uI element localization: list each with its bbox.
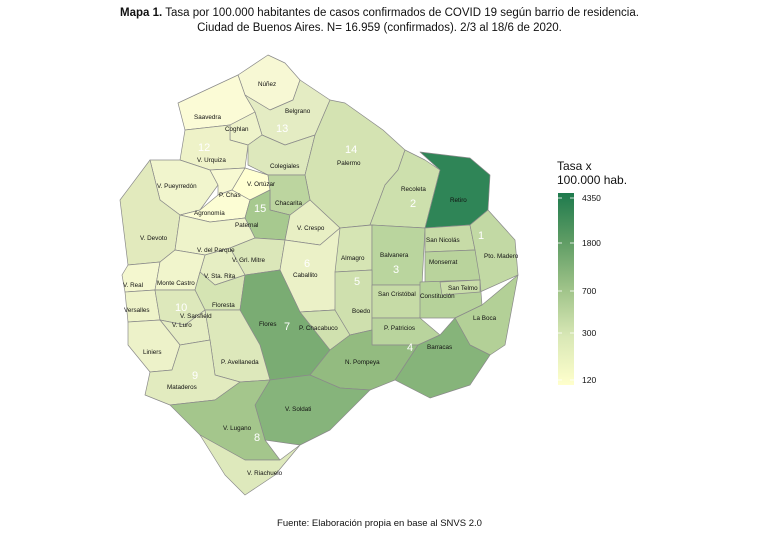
label-pto-madero: Pto. Madero <box>484 253 519 260</box>
map-title-line2: Ciudad de Buenos Aires. N= 16.959 (confi… <box>197 22 562 34</box>
map-title-bold: Mapa 1. <box>120 7 163 19</box>
label-v-devoto: V. Devoto <box>140 235 168 242</box>
label-coghlan: Coghlan <box>225 126 249 133</box>
area-barracas <box>394 317 491 399</box>
label-flores: Flores <box>259 321 277 328</box>
label-agronomia: Agronomía <box>194 210 225 217</box>
label-balvanera: Balvanera <box>380 252 409 259</box>
area-mataderos <box>144 339 241 406</box>
label-mataderos: Mataderos <box>167 384 197 391</box>
label-v-del-parque: V. del Parque <box>197 247 235 254</box>
label-monte-castro: Monte Castro <box>157 280 195 287</box>
label-v-real: V. Real <box>123 282 143 289</box>
label-caballito: Caballito <box>293 272 318 279</box>
comuna-number: 9 <box>192 370 198 382</box>
neighbourhood-labels: Núñez Saavedra Belgrano Coghlan V. Urqui… <box>123 81 519 477</box>
label-p-chacabuco: P. Chacabuco <box>299 325 338 332</box>
comuna-number: 14 <box>345 144 357 156</box>
area-monserrat <box>424 249 481 283</box>
legend-tick-1800: 1800 <box>582 238 601 248</box>
comuna-number: 4 <box>407 342 413 354</box>
comuna-number: 13 <box>276 123 288 135</box>
label-v-sarsfield: V. Sarsfield <box>180 313 212 320</box>
label-boedo: Boedo <box>352 308 371 315</box>
label-constitucion: Constitución <box>420 293 455 300</box>
label-belgrano: Belgrano <box>285 108 311 115</box>
comuna-number: 7 <box>284 321 290 333</box>
label-v-lugano: V. Lugano <box>223 425 252 432</box>
area-versalles <box>124 289 161 323</box>
label-v-grl-mitre: V. Grl. Mitre <box>232 257 266 264</box>
label-san-telmo: San Telmo <box>448 285 478 292</box>
label-floresta: Floresta <box>212 302 235 309</box>
label-almagro: Almagro <box>341 255 365 262</box>
comuna-number: 5 <box>354 276 360 288</box>
label-saavedra: Saavedra <box>194 114 221 121</box>
label-recoleta: Recoleta <box>401 186 426 193</box>
label-barracas: Barracas <box>427 344 452 351</box>
comuna-number: 1 <box>478 230 484 242</box>
label-v-riachuelo: V. Riachuelo <box>247 470 283 477</box>
label-p-avellaneda: P. Avellaneda <box>221 359 259 366</box>
label-san-nicolas: San Nicolás <box>426 237 460 244</box>
area-san-cristobal <box>371 284 423 319</box>
area-san-telmo <box>439 279 481 296</box>
legend-tick-700: 700 <box>582 286 596 296</box>
legend-tick-300: 300 <box>582 328 596 338</box>
area-v-riachuelo <box>199 434 301 496</box>
label-palermo: Palermo <box>337 160 361 167</box>
label-nunez: Núñez <box>258 81 276 88</box>
legend-tick-120: 120 <box>582 375 596 385</box>
legend-title-line1: Tasa x <box>557 159 592 173</box>
comuna-number: 3 <box>393 264 399 276</box>
legend-gradient-bar <box>558 193 574 385</box>
label-v-pueyrredon: V. Pueyrredón <box>157 183 197 190</box>
comuna-number: 15 <box>254 203 266 215</box>
legend-colorbar: 4350 1800 700 300 120 <box>558 193 601 385</box>
comuna-number: 8 <box>254 432 260 444</box>
label-v-urquiza: V. Urquiza <box>197 157 226 164</box>
label-san-cristobal: San Cristóbal <box>378 291 416 298</box>
label-la-boca: La Boca <box>473 315 497 322</box>
label-v-crespo: V. Crespo <box>297 225 325 232</box>
map-title: Mapa 1. Tasa por 100.000 habitantes de c… <box>0 6 759 36</box>
label-paternal: Paternal <box>235 222 258 229</box>
label-colegiales: Colegiales <box>270 163 299 170</box>
legend-title-line2: 100.000 hab. <box>557 173 628 187</box>
label-chacarita: Chacarita <box>275 200 302 207</box>
label-retiro: Retiro <box>450 197 467 204</box>
neighbourhood-shapes <box>119 54 519 496</box>
label-monserrat: Monserrat <box>429 259 458 266</box>
label-v-soldati: V. Soldati <box>285 406 311 413</box>
label-versalles: Versalles <box>124 307 150 314</box>
label-p-patricios: P. Patricios <box>384 325 415 332</box>
legend-title: Tasa x 100.000 hab. <box>557 159 627 187</box>
label-v-sta-rita: V. Sta. Rita <box>204 273 236 280</box>
source-note: Fuente: Elaboración propia en base al SN… <box>277 518 482 529</box>
legend-tick-4350: 4350 <box>582 193 601 203</box>
map-title-line1: Tasa por 100.000 habitantes de casos con… <box>162 7 639 19</box>
label-n-pompeya: N. Pompeya <box>345 359 380 366</box>
comuna-numbers: 1 2 3 4 5 6 7 8 9 10 12 13 14 15 <box>175 123 484 444</box>
label-v-ortuzar: V. Ortúzar <box>247 181 275 188</box>
label-liniers: Liniers <box>143 349 162 356</box>
comuna-number: 12 <box>198 142 210 154</box>
comuna-number: 10 <box>175 302 187 314</box>
area-almagro <box>334 224 373 273</box>
label-p-chas: P. Chas <box>219 192 241 199</box>
comuna-number: 2 <box>410 198 416 210</box>
label-v-luro: V. Luro <box>172 322 192 329</box>
comuna-number: 6 <box>304 258 310 270</box>
